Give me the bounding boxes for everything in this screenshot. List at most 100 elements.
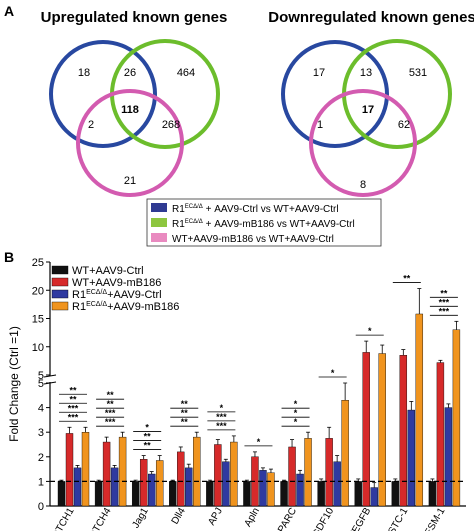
category-label: NOTCH4	[84, 506, 114, 531]
venn-circle-2	[110, 39, 220, 149]
bar	[118, 436, 127, 507]
significance-label: *	[294, 408, 298, 418]
significance-label: **	[107, 390, 115, 400]
significance-label: *	[294, 417, 298, 427]
venn-title-upregulated: Upregulated known genes	[41, 9, 228, 26]
venn-circle-3	[76, 89, 184, 197]
bar	[296, 473, 304, 507]
bar	[81, 432, 90, 507]
bar	[206, 481, 214, 507]
category-label: APJ	[206, 506, 225, 527]
legend-swatch-3	[151, 233, 167, 242]
significance-label: **	[69, 385, 77, 395]
significance-label: ***	[105, 408, 116, 418]
significance-label: *	[257, 437, 261, 447]
bar	[370, 487, 378, 507]
venn-region-bc: 268	[162, 119, 180, 131]
bar	[102, 441, 111, 507]
bar	[280, 481, 288, 507]
category-label: STC-1	[386, 506, 410, 531]
bar	[65, 433, 74, 507]
y-tick-label: 2	[38, 452, 44, 464]
y-tick-label: 25	[32, 257, 44, 269]
venn-region-only2: 531	[409, 67, 427, 79]
bar	[362, 352, 370, 507]
panel-b-label: B	[4, 249, 14, 265]
venn-region-abc: 17	[362, 104, 374, 116]
bar	[415, 313, 424, 507]
venn-downregulated: Downregulated known genes 17 531 8 13 1 …	[268, 9, 474, 197]
significance-label: **	[69, 394, 77, 404]
bar	[139, 459, 148, 507]
bar	[304, 438, 312, 507]
bar	[341, 400, 349, 507]
bar	[131, 481, 140, 507]
bar	[147, 473, 156, 507]
bar	[288, 446, 296, 507]
significance-label: *	[331, 368, 335, 378]
venn-circle-1	[49, 40, 157, 148]
y-tick-label: 10	[32, 342, 44, 354]
venn-circle-1	[281, 40, 389, 148]
category-label: Jag1	[130, 506, 151, 531]
significance-label: *	[220, 403, 224, 413]
bar-chart: 0 1 2 3 4 55 10 15 20 25 Fold Change (Ctrl =1) NOTC…	[7, 257, 466, 531]
significance-label: **	[181, 408, 189, 418]
y-tick-label: 4	[38, 403, 44, 415]
significance-label: ***	[439, 297, 450, 307]
significance-label: ***	[68, 412, 79, 422]
axis-break-mark	[43, 374, 57, 378]
bar	[185, 467, 193, 507]
significance-label: **	[440, 288, 448, 298]
bar	[193, 436, 201, 507]
venn-upregulated: Upregulated known genes 18 464 21 26 2 2…	[41, 9, 228, 197]
bar	[214, 444, 222, 507]
bar	[169, 481, 177, 507]
legend-label-3: WT+AAV9-mB186 vs WT+AAV9-Ctrl	[172, 234, 334, 245]
category-label: VEGFB	[347, 506, 374, 531]
significance-label: **	[144, 432, 152, 442]
legend-swatch	[51, 289, 69, 299]
legend-swatch-2	[151, 218, 167, 227]
bar	[94, 481, 103, 507]
category-label: Apln	[243, 506, 263, 529]
significance-label: *	[145, 423, 149, 433]
significance-label: **	[144, 441, 152, 451]
significance-label: *	[368, 326, 372, 336]
bar	[177, 451, 185, 507]
category-label: Dll4	[170, 506, 188, 527]
legend-label: R1ECΔ/Δ+AAV9-mB186	[72, 301, 179, 313]
venn-region-ac: 2	[88, 119, 94, 131]
legend-label: WT+AAV9-Ctrl	[72, 265, 144, 277]
axis-break-gap	[44, 376, 56, 382]
significance-label: ***	[216, 412, 227, 422]
bar	[230, 441, 238, 507]
legend-swatch	[51, 277, 69, 287]
venn-region-only1: 17	[313, 67, 325, 79]
bar	[407, 409, 416, 507]
bar	[110, 467, 119, 507]
bar	[243, 481, 251, 507]
venn-circle-3	[309, 89, 417, 197]
category-label: NOTCH1	[47, 506, 77, 531]
legend-label-2: R1ECΔ/Δ + AAV9-mB186 vs WT+AAV9-Ctrl	[172, 219, 355, 230]
venn-legend: R1ECΔ/Δ + AAV9-Ctrl vs WT+AAV9-Ctrl R1EC…	[146, 198, 382, 247]
venn-region-only3: 21	[124, 175, 136, 187]
bar	[325, 438, 333, 507]
venn-circle-2	[342, 39, 452, 149]
bar	[73, 467, 82, 507]
bar	[436, 362, 445, 507]
y-tick-label: 1	[38, 476, 44, 488]
venn-region-ab: 13	[360, 67, 372, 79]
legend-label-1: R1ECΔ/Δ + AAV9-Ctrl vs WT+AAV9-Ctrl	[172, 204, 339, 215]
legend-label: WT+AAV9-mB186	[72, 277, 161, 289]
legend-label: R1ECΔ/Δ+AAV9-Ctrl	[72, 289, 162, 301]
significance-label: *	[294, 399, 298, 409]
legend-swatch	[51, 265, 69, 275]
category-label: ESM-1	[423, 506, 448, 531]
bar	[354, 481, 362, 507]
y-tick-label: 20	[32, 285, 44, 297]
venn-region-only2: 464	[177, 67, 195, 79]
venn-region-bc: 62	[398, 119, 410, 131]
